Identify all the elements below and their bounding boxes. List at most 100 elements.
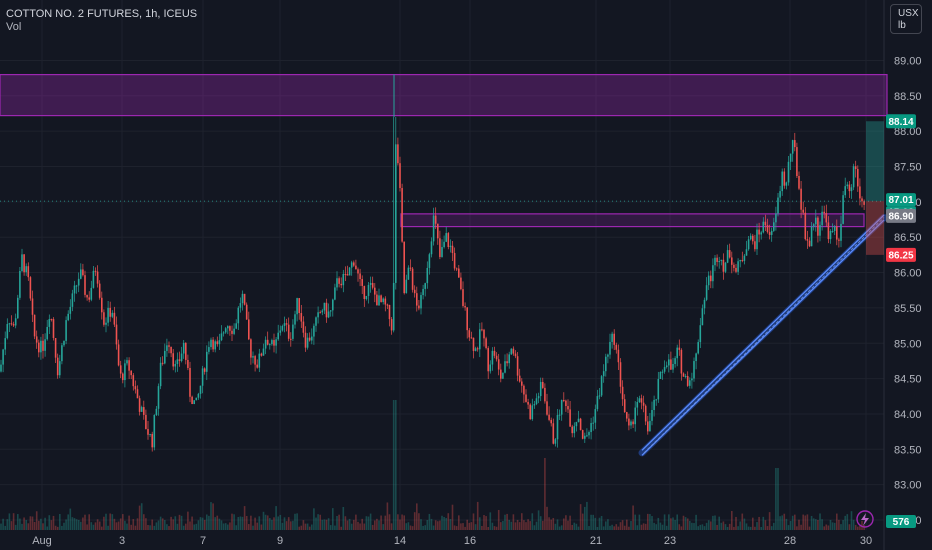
volume-bar [716, 524, 718, 530]
volume-bar [466, 519, 468, 530]
volume-bar [783, 513, 786, 530]
volume-bar [506, 513, 508, 530]
volume-bar [346, 520, 349, 530]
volume-bar [227, 524, 229, 530]
volume-bar [758, 516, 760, 530]
candle-body [19, 270, 21, 298]
candle-body [8, 323, 11, 325]
volume-bar [609, 525, 611, 530]
candle-body [254, 356, 256, 365]
volume-bar [563, 518, 565, 530]
volume-bar [527, 519, 529, 530]
candle-body [521, 381, 523, 386]
candle-body [508, 354, 510, 364]
volume-bar [8, 513, 11, 530]
symbol-title[interactable]: COTTON NO. 2 FUTURES, 1h, ICEUS [6, 8, 198, 20]
candle-body [199, 385, 202, 394]
candle-body [193, 400, 195, 405]
volume-bar [703, 526, 706, 530]
volume-bar [409, 525, 412, 530]
candle-body [248, 319, 250, 340]
candle-body [103, 312, 105, 325]
candle-body [325, 302, 328, 318]
candle-body [844, 186, 846, 196]
candle-body [487, 348, 489, 372]
trendline-center [643, 217, 885, 454]
stop-price-label-bg [886, 247, 916, 262]
candle-body [241, 293, 244, 304]
candle-body [252, 356, 254, 358]
time-tick-label: 30 [860, 535, 872, 547]
volume-bar [848, 524, 851, 530]
candle-body [105, 322, 107, 325]
volume-bar [569, 515, 571, 530]
candle-body [609, 341, 611, 355]
candle-body [386, 304, 389, 306]
volume-bar [613, 526, 615, 530]
candle-body [92, 270, 95, 288]
volume-bar [46, 526, 48, 530]
candle-body [854, 166, 857, 170]
volume-indicator-label[interactable]: Vol [6, 21, 22, 33]
volume-bar [472, 513, 475, 530]
candle-body [224, 328, 227, 333]
candle-body [525, 394, 527, 402]
volume-bar [403, 515, 405, 530]
candle-body [693, 361, 695, 379]
volume-bar [94, 522, 97, 530]
candle-body [455, 268, 458, 270]
volume-bar [714, 515, 716, 530]
volume-bar [325, 519, 328, 530]
candle-body [327, 311, 330, 318]
candle-body [432, 215, 435, 242]
candle-body [52, 319, 55, 338]
candle-body [380, 295, 382, 303]
candle-body [476, 348, 479, 350]
price-tick-label: 83.00 [894, 480, 922, 492]
trendline[interactable] [638, 214, 888, 457]
candle-body [243, 293, 246, 305]
volume-bar [193, 524, 195, 530]
units-selector[interactable]: USX lb [890, 4, 922, 34]
volume-bar [781, 515, 783, 530]
volume-bar [638, 514, 641, 530]
candle-body [434, 215, 437, 224]
volume-bar [371, 524, 374, 530]
volume-bar [340, 526, 342, 530]
candle-body [172, 353, 174, 367]
volume-bar [823, 526, 825, 530]
volume-bar [546, 506, 548, 530]
candle-body [745, 249, 748, 256]
volume-bar [605, 521, 607, 530]
candle-body [218, 340, 221, 345]
volume-bar [733, 526, 735, 530]
volume-bar [437, 521, 439, 530]
candle-body [684, 376, 687, 378]
candle-body [329, 310, 332, 312]
time-axis[interactable]: Aug 3 7 9 14 16 21 23 28 30 [32, 535, 872, 547]
volume-bar [665, 525, 668, 530]
candle-body [29, 277, 32, 299]
volume-bars [0, 400, 865, 530]
volume-value-label: 576 [893, 517, 910, 528]
zone-rectangles[interactable] [0, 73, 888, 228]
volume-bar [348, 518, 351, 530]
volume-bar [743, 518, 746, 530]
candle-body [418, 305, 420, 309]
volume-bar [334, 525, 336, 530]
candle-body [794, 140, 796, 148]
volume-bar [119, 518, 122, 530]
volume-bar [493, 526, 496, 530]
candle-body [588, 432, 590, 436]
candle-body [235, 323, 237, 329]
candle-body [266, 339, 269, 345]
candle-body [411, 268, 414, 290]
volume-bar [359, 523, 361, 530]
candle-body [642, 402, 645, 406]
volume-bar [6, 519, 9, 530]
replay-lightning-icon[interactable] [856, 510, 874, 528]
volume-bar [266, 515, 269, 530]
volume-bar [290, 521, 292, 530]
